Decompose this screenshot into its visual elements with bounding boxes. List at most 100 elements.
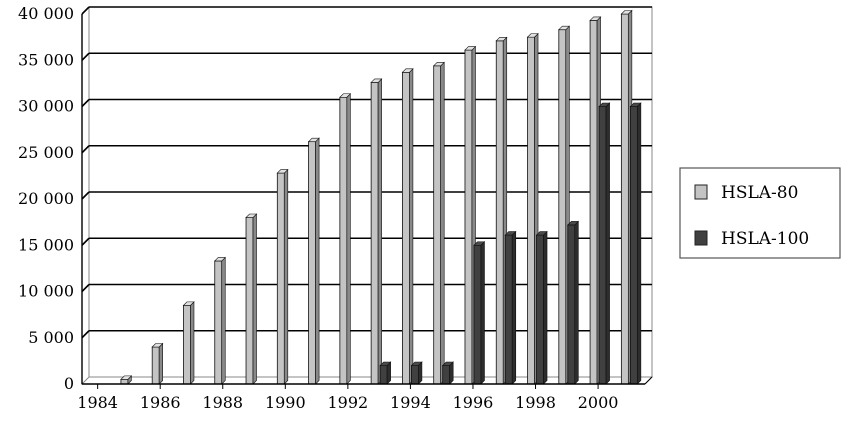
bar-front: [402, 71, 410, 385]
bar-front: [473, 244, 482, 385]
bar-front: [339, 96, 348, 385]
axes: [81, 14, 653, 385]
bar-top: [441, 361, 454, 366]
bar-top: [535, 231, 548, 236]
bar-front: [308, 141, 316, 385]
bar-hsla-80-1989: [245, 213, 258, 385]
bar-side: [158, 342, 163, 385]
bar-front: [567, 224, 576, 385]
bar-front: [442, 365, 451, 385]
gridline-diag: [81, 52, 90, 61]
bar-front: [495, 40, 504, 385]
bar-top: [495, 37, 508, 42]
legend-swatch-hsla-80: [694, 184, 708, 200]
bar-front: [620, 13, 629, 385]
bar-front: [629, 106, 638, 385]
bar-hsla-100-1997: [504, 230, 517, 385]
bar-side: [315, 137, 320, 385]
bar-side: [605, 102, 610, 385]
bar-hsla-80-1995: [432, 61, 445, 385]
x-tick-label: 1988: [202, 393, 243, 412]
y-tick-label: 40 000: [18, 4, 74, 23]
y-tick-label: 30 000: [18, 97, 74, 116]
bar-top: [598, 102, 611, 107]
bar-hsla-80-1993: [370, 78, 383, 385]
bar-side: [543, 230, 548, 385]
gridline-diag: [81, 98, 90, 108]
bar-top: [620, 10, 633, 15]
bar-side: [284, 168, 289, 385]
bar-front: [183, 304, 191, 385]
bar-front: [433, 65, 442, 385]
bar-side: [637, 102, 642, 385]
legend-label-hsla-100: HSLA-100: [721, 229, 809, 249]
x-tick-label: 1986: [140, 393, 181, 412]
bar-hsla-100-1993: [379, 361, 392, 385]
bar-front: [558, 29, 567, 385]
bar-top: [379, 361, 392, 366]
bar-hsla-100-1998: [535, 230, 548, 385]
bar-front: [598, 106, 607, 385]
gridline-diag: [81, 6, 90, 15]
bar-side: [190, 301, 195, 385]
bar-top: [432, 61, 445, 67]
legend-label-hsla-80: HSLA-80: [721, 183, 798, 203]
y-tick-label: 0: [64, 374, 74, 393]
bar-side: [221, 256, 226, 385]
bar-side: [377, 78, 382, 385]
bar-front: [214, 260, 223, 385]
bar-side: [440, 61, 445, 385]
x-tick-label: 1998: [515, 393, 556, 412]
bar-front: [411, 365, 419, 385]
bar-top: [151, 343, 164, 348]
bar-hsla-100-1999: [567, 220, 580, 385]
bar-top: [401, 68, 414, 73]
x-tick-label: 1990: [265, 393, 306, 412]
bar-top: [120, 375, 133, 380]
bar-hsla-100-1995: [441, 361, 454, 385]
bar-side: [574, 220, 579, 385]
bar-top: [526, 33, 539, 38]
bar-top: [214, 257, 226, 262]
bars: [120, 9, 642, 385]
bar-hsla-80-1986: [151, 342, 164, 385]
bar-front: [245, 217, 254, 385]
bar-hsla-100-2000: [598, 102, 611, 385]
y-tick-label: 35 000: [18, 50, 74, 69]
y-tick-label: 25 000: [18, 143, 74, 162]
gridline-diag: [81, 237, 90, 246]
bar-top: [589, 16, 602, 21]
bar-front: [536, 234, 544, 385]
gridlines: [81, 6, 652, 339]
bar-hsla-100-1996: [473, 241, 486, 385]
bar-top: [339, 93, 352, 98]
bar-hsla-100-2001: [629, 102, 642, 385]
bar-top: [464, 46, 477, 51]
legend-swatch-hsla-100: [694, 230, 708, 246]
y-tick-label: 15 000: [18, 235, 74, 254]
bar-front: [276, 172, 285, 385]
bar-top: [629, 102, 642, 107]
bar-front: [379, 365, 388, 385]
bar-top: [370, 78, 383, 83]
bar-top: [245, 213, 258, 218]
bar-front: [151, 346, 160, 385]
bar-hsla-80-1987: [182, 301, 195, 385]
bar-side: [409, 68, 414, 385]
x-tick-label: 1996: [453, 393, 494, 412]
bar-side: [252, 213, 257, 385]
bar-top: [558, 25, 571, 31]
x-axis-end: [644, 376, 653, 385]
bar-top: [473, 241, 486, 246]
bar-front: [589, 20, 598, 385]
x-tick-label: 1984: [77, 393, 118, 412]
gridline-diag: [81, 330, 90, 339]
bar-top: [307, 137, 320, 142]
bar-top: [504, 231, 517, 236]
y-tick-label: 10 000: [18, 282, 74, 301]
bar-hsla-80-1994: [401, 68, 414, 385]
bar-side: [511, 230, 517, 385]
x-tick-label: 1994: [390, 393, 431, 412]
bar-top: [567, 221, 580, 226]
x-tick-label: 1992: [328, 393, 369, 412]
